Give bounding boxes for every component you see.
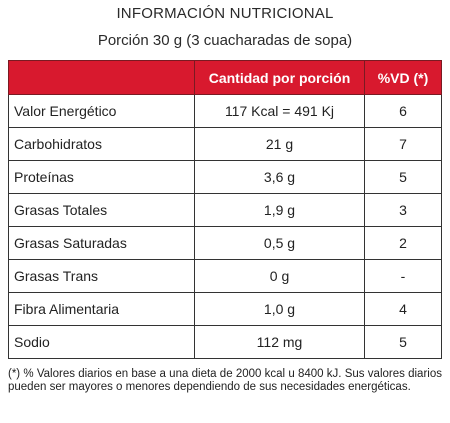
table-row: Grasas Trans 0 g - [8, 259, 442, 293]
nutrition-table: Cantidad por porción %VD (*) Valor Energ… [8, 60, 442, 359]
table-row: Carbohidratos 21 g 7 [8, 127, 442, 161]
serving-size: Porción 30 g (3 cuacharadas de sopa) [97, 32, 353, 49]
table-row: Proteínas 3,6 g 5 [8, 160, 442, 194]
page-title: INFORMACIÓN NUTRICIONAL [116, 5, 334, 22]
nutrient-amount: 0 g [194, 259, 365, 293]
nutrient-name: Fibra Alimentaria [8, 292, 195, 326]
table-row: Grasas Saturadas 0,5 g 2 [8, 226, 442, 260]
nutrient-amount: 1,0 g [194, 292, 365, 326]
nutrient-daily-value: 6 [364, 94, 442, 128]
nutrient-amount: 21 g [194, 127, 365, 161]
nutrient-daily-value: 5 [364, 325, 442, 359]
nutrient-name: Proteínas [8, 160, 195, 194]
nutrient-amount: 0,5 g [194, 226, 365, 260]
nutrient-name: Carbohidratos [8, 127, 195, 161]
nutrient-name: Grasas Saturadas [8, 226, 195, 260]
nutrient-amount: 117 Kcal = 491 Kj [194, 94, 365, 128]
nutrient-daily-value: 4 [364, 292, 442, 326]
nutrient-amount: 1,9 g [194, 193, 365, 227]
header-nutrient [8, 60, 195, 95]
nutrient-amount: 3,6 g [194, 160, 365, 194]
nutrient-daily-value: 5 [364, 160, 442, 194]
nutrient-amount: 112 mg [194, 325, 365, 359]
nutrient-daily-value: 2 [364, 226, 442, 260]
nutrient-name: Grasas Trans [8, 259, 195, 293]
nutrient-daily-value: - [364, 259, 442, 293]
table-row: Fibra Alimentaria 1,0 g 4 [8, 292, 442, 326]
daily-value-footnote: (*) % Valores diarios en base a una diet… [8, 368, 442, 393]
nutrient-name: Sodio [8, 325, 195, 359]
nutrient-daily-value: 3 [364, 193, 442, 227]
table-row: Grasas Totales 1,9 g 3 [8, 193, 442, 227]
table-row: Valor Energético 117 Kcal = 491 Kj 6 [8, 94, 442, 128]
nutrient-name: Grasas Totales [8, 193, 195, 227]
nutrient-daily-value: 7 [364, 127, 442, 161]
nutrient-name: Valor Energético [8, 94, 195, 128]
table-header-row: Cantidad por porción %VD (*) [8, 60, 442, 95]
header-amount-per-serving: Cantidad por porción [194, 60, 365, 95]
header-daily-value: %VD (*) [364, 60, 442, 95]
table-row: Sodio 112 mg 5 [8, 325, 442, 359]
